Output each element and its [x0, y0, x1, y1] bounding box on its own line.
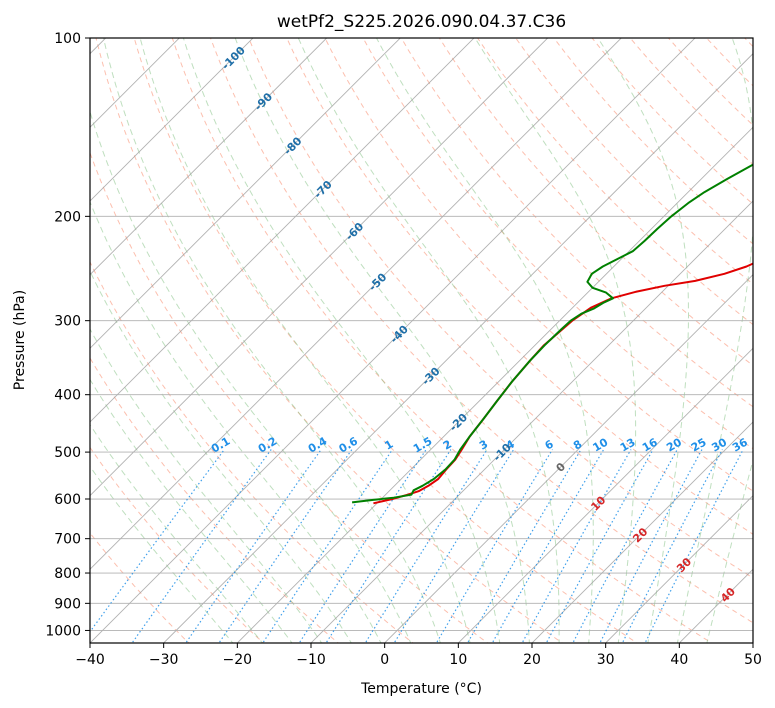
axes: −40 −30 −20 −10 0 10 20 30 40 50 1000 900 800 700 600 5… [45, 31, 762, 668]
profile-lines [351, 163, 753, 505]
x-tick-label: −40 [75, 652, 105, 668]
y-tick-label: 1000 [45, 623, 81, 639]
mixing-ratio-line [364, 449, 488, 643]
y-axis-title: Pressure (hPa) [12, 290, 28, 390]
dry-adiabat [286, 38, 753, 535]
y-tick-label: 100 [54, 31, 81, 47]
y-tick-label: 700 [54, 532, 81, 548]
isotherm-line [310, 200, 753, 643]
mixing-ratio-line [325, 449, 452, 643]
isotherm-line [457, 347, 753, 643]
isotherm-line [90, 38, 622, 570]
mixing-ratio-line [621, 449, 723, 643]
moist-adiabat [90, 200, 382, 643]
mixing-ratio-line [262, 449, 393, 643]
mixing-ratio-line [644, 449, 744, 643]
x-tick-label: 20 [523, 652, 541, 668]
grid-lines [90, 38, 753, 643]
dry-adiabat [400, 38, 753, 408]
y-tick-label: 300 [54, 314, 81, 330]
chart-title: wetPf2_S225.2026.090.04.37.C36 [277, 12, 566, 32]
isotherm-line [383, 274, 753, 643]
mixing-ratio-line [466, 449, 582, 643]
isotherm-line [531, 421, 753, 643]
isotherm-line [90, 38, 254, 202]
x-tick-label: −30 [149, 652, 179, 668]
isotherm-line [236, 126, 753, 643]
isotherm-line [90, 38, 328, 276]
y-tick-label: 600 [54, 492, 81, 508]
x-tick-label: −20 [223, 652, 253, 668]
x-axis-title: Temperature (°C) [360, 681, 482, 697]
dry-adiabat [324, 38, 753, 492]
dry-adiabat [248, 38, 753, 579]
moist-adiabat [90, 110, 412, 643]
mixing-ratio-line [521, 449, 632, 643]
y-tick-label: 900 [54, 596, 81, 612]
y-tick-label: 200 [54, 209, 81, 225]
mixing-ratio-line [393, 449, 515, 643]
isotherm-line [90, 38, 475, 423]
mixing-ratio-line [185, 449, 322, 643]
x-tick-label: 0 [380, 652, 389, 668]
dry-adiabat [171, 38, 713, 643]
mixing-ratio-line [131, 449, 272, 643]
x-tick-label: 30 [597, 652, 615, 668]
mixing-ratio-line [218, 449, 353, 643]
mixing-ratio-line [545, 449, 654, 643]
x-tick-label: 50 [744, 652, 762, 668]
dry-adiabat [90, 151, 489, 643]
y-tick-label: 400 [54, 388, 81, 404]
dry-adiabat [209, 38, 753, 624]
x-tick-label: 10 [449, 652, 467, 668]
y-tick-label: 800 [54, 566, 81, 582]
dewpoint-profile [351, 163, 753, 504]
isotherm-line [90, 38, 696, 643]
isotherm-line [604, 494, 753, 643]
x-tick-label: −10 [296, 652, 326, 668]
mixing-ratio-line [435, 449, 554, 643]
isotherm-line [90, 38, 549, 497]
isotherm-line [90, 38, 401, 349]
isotherm-line [162, 53, 753, 643]
x-tick-label: 40 [670, 652, 688, 668]
plot-frame [89, 37, 754, 644]
y-tick-label: 500 [54, 445, 81, 461]
mixing-ratio-line [298, 449, 427, 643]
